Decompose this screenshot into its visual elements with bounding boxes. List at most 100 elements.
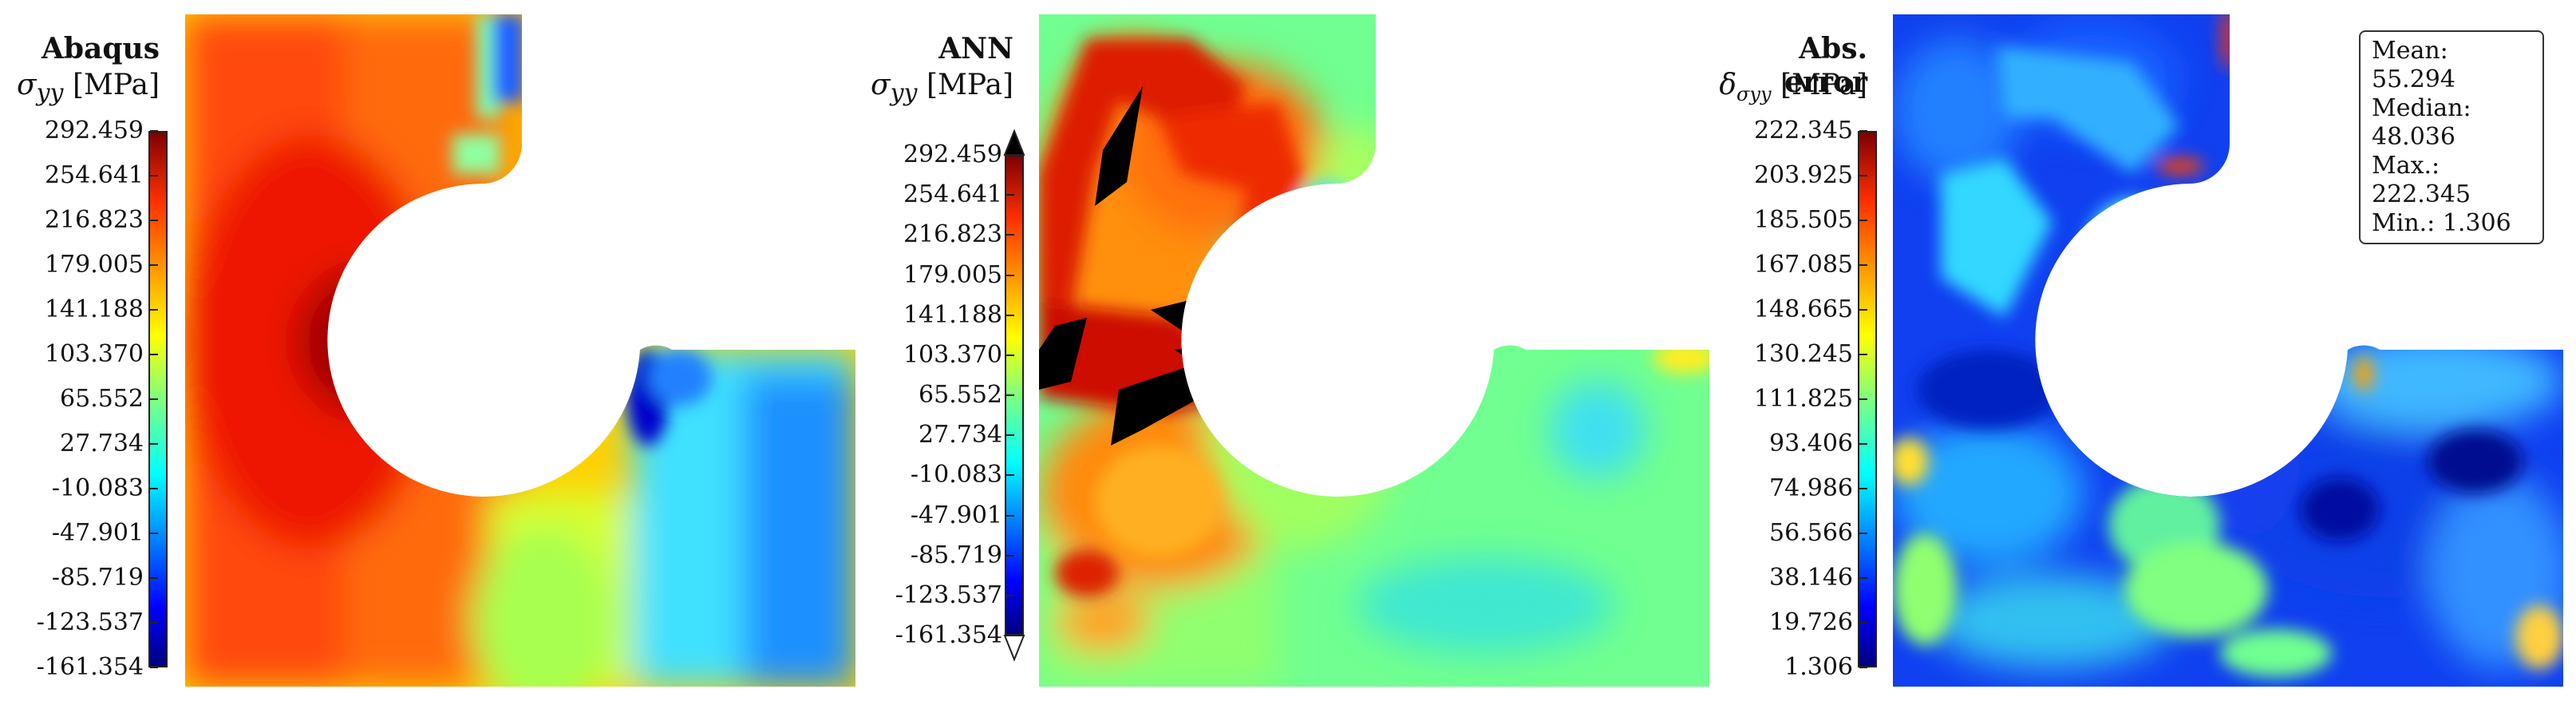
colorbar-tick-label: 1.306: [1784, 653, 1853, 681]
colorbar-tick-mark: [1859, 443, 1867, 445]
colorbar-tick-mark: [1859, 488, 1867, 489]
colorbar-tick-mark: [1859, 264, 1867, 266]
colorbar-tick-mark: [150, 130, 158, 132]
symbol: σ: [17, 69, 37, 101]
colorbar-tick-label: 93.406: [1769, 430, 1853, 457]
colorbar-tick-mark: [1006, 194, 1014, 196]
colorbar-tick-label: -10.083: [910, 461, 1002, 489]
colorbar-tick-label: 179.005: [44, 251, 144, 279]
colorbar-tick-label: 203.925: [1753, 161, 1853, 189]
colorbar-tick-mark: [150, 175, 158, 176]
colorbar-tick-mark: [1006, 635, 1014, 636]
colorbar-tick-label: 65.552: [60, 385, 144, 413]
colorbar-tick-label: 222.345: [1753, 117, 1853, 145]
colorbar-tick-mark: [150, 533, 158, 534]
colorbar-tick-label: -161.354: [895, 621, 1002, 649]
colorbar-tick-label: 216.823: [903, 220, 1002, 249]
stress-field-ann: [1039, 14, 1709, 687]
colorbar-tick-mark: [150, 443, 158, 445]
colorbar-tick-label: 111.825: [1753, 385, 1853, 413]
colorbar-tick-mark: [1006, 274, 1014, 276]
colorbar-tick-mark: [150, 667, 158, 668]
symbol: σ: [871, 69, 891, 101]
colorbar-tick-label: 65.552: [919, 381, 1002, 409]
subscript: yy: [36, 79, 64, 108]
colorbar-tick-label: -10.083: [51, 474, 144, 502]
stat-median: Median: 48.036: [2372, 94, 2471, 151]
colorbar-tick-label: -123.537: [895, 580, 1002, 609]
colorbar-tick-label: 167.085: [1753, 251, 1853, 279]
colorbar-tick-mark: [1859, 577, 1867, 579]
colorbar-tick-mark: [150, 577, 158, 579]
symbol: δ: [1719, 69, 1737, 101]
panel-title: Abaqus: [41, 32, 160, 65]
colorbar-tick-mark: [1006, 314, 1014, 316]
colorbar-tick-label: -85.719: [910, 541, 1002, 569]
colorbar-tick-label: -85.719: [51, 564, 144, 592]
colorbar-tick-label: 141.188: [44, 295, 144, 323]
colorbar-tick-mark: [1006, 474, 1014, 477]
colorbar-tick-label: 130.245: [1753, 340, 1853, 368]
colorbar-tick-mark: [150, 488, 158, 489]
colorbar-tick-mark: [1006, 154, 1014, 156]
colorbar-tick-mark: [1859, 354, 1867, 355]
unit: [MPa]: [1780, 69, 1867, 101]
colorbar-tick-mark: [150, 264, 158, 266]
colorbar-tick-mark: [1006, 514, 1014, 517]
colorbar-tick-label: 292.459: [903, 141, 1002, 168]
colorbar-tick-mark: [150, 622, 158, 624]
colorbar-tick-label: 216.823: [44, 206, 144, 234]
stress-field-abaqus: [185, 14, 855, 687]
panel-abaqus: Abaqus σyy [MPa]: [0, 0, 862, 701]
stat-min: Min.: 1.306: [2372, 209, 2511, 237]
colorbar-tick-mark: [150, 220, 158, 221]
colorbar-tick-label: -161.354: [36, 653, 144, 681]
panel-title: ANN: [938, 32, 1013, 65]
colorbar-tick-label: 141.188: [903, 300, 1002, 329]
colorbar-tick-label: 27.734: [60, 430, 144, 457]
panel-abs-error: Abs. error δσyy [MPa]: [1719, 0, 2576, 701]
colorbar-tick-label: -47.901: [51, 519, 144, 547]
colorbar-tick-label: 292.459: [44, 117, 144, 145]
colorbar-tick-label: 185.505: [1753, 206, 1853, 234]
colorbar-extend-bottom: [1003, 635, 1025, 662]
colorbar-tick-label: 38.146: [1769, 564, 1853, 592]
colorbar-tick-mark: [150, 398, 158, 400]
colorbar-tick-mark: [1006, 434, 1014, 437]
colorbar-tick-mark: [1859, 622, 1867, 624]
colorbar-tick-label: 103.370: [903, 340, 1002, 369]
colorbar-label: σyy [MPa]: [0, 69, 160, 107]
colorbar-label: δσyy [MPa]: [1708, 69, 1867, 107]
colorbar-tick-mark: [1859, 667, 1867, 668]
colorbar-extend-top: [1003, 129, 1025, 156]
colorbar-tick-mark: [1006, 394, 1014, 396]
colorbar-tick-mark: [1859, 533, 1867, 534]
colorbar-tick-label: 56.566: [1769, 519, 1853, 547]
subscript: σyy: [1736, 83, 1772, 106]
colorbar-tick-mark: [1006, 234, 1014, 236]
colorbar-tick-label: 254.641: [44, 161, 144, 189]
colorbar-tick-mark: [150, 354, 158, 355]
panel-ann: ANN σyy [MPa]: [862, 0, 1724, 701]
colorbar-tick-mark: [150, 309, 158, 311]
colorbar-tick-label: 74.986: [1769, 474, 1853, 502]
colorbar-tick-label: 179.005: [903, 260, 1002, 289]
colorbar-tick-mark: [1006, 594, 1014, 596]
unit: [MPa]: [926, 69, 1013, 101]
stat-max: Max.: 222.345: [2372, 152, 2471, 208]
colorbar-tick-label: 19.726: [1769, 608, 1853, 636]
colorbar-tick-mark: [1859, 175, 1867, 176]
colorbar-tick-mark: [1859, 309, 1867, 311]
colorbar-label: σyy [MPa]: [862, 69, 1013, 107]
colorbar-tick-label: 148.665: [1753, 295, 1853, 323]
subscript: yy: [890, 79, 918, 108]
colorbar-tick-mark: [1859, 130, 1867, 132]
colorbar-tick-label: 27.734: [919, 421, 1002, 450]
statistics-box: Mean: 55.294 Median: 48.036 Max.: 222.34…: [2359, 30, 2544, 244]
colorbar-tick-mark: [1006, 354, 1014, 356]
colorbar-tick-label: 254.641: [903, 180, 1002, 209]
stat-mean: Mean: 55.294: [2372, 37, 2455, 93]
colorbar-tick-mark: [1006, 554, 1014, 556]
colorbar-tick-mark: [1859, 398, 1867, 400]
colorbar-tick-label: -47.901: [910, 501, 1002, 529]
